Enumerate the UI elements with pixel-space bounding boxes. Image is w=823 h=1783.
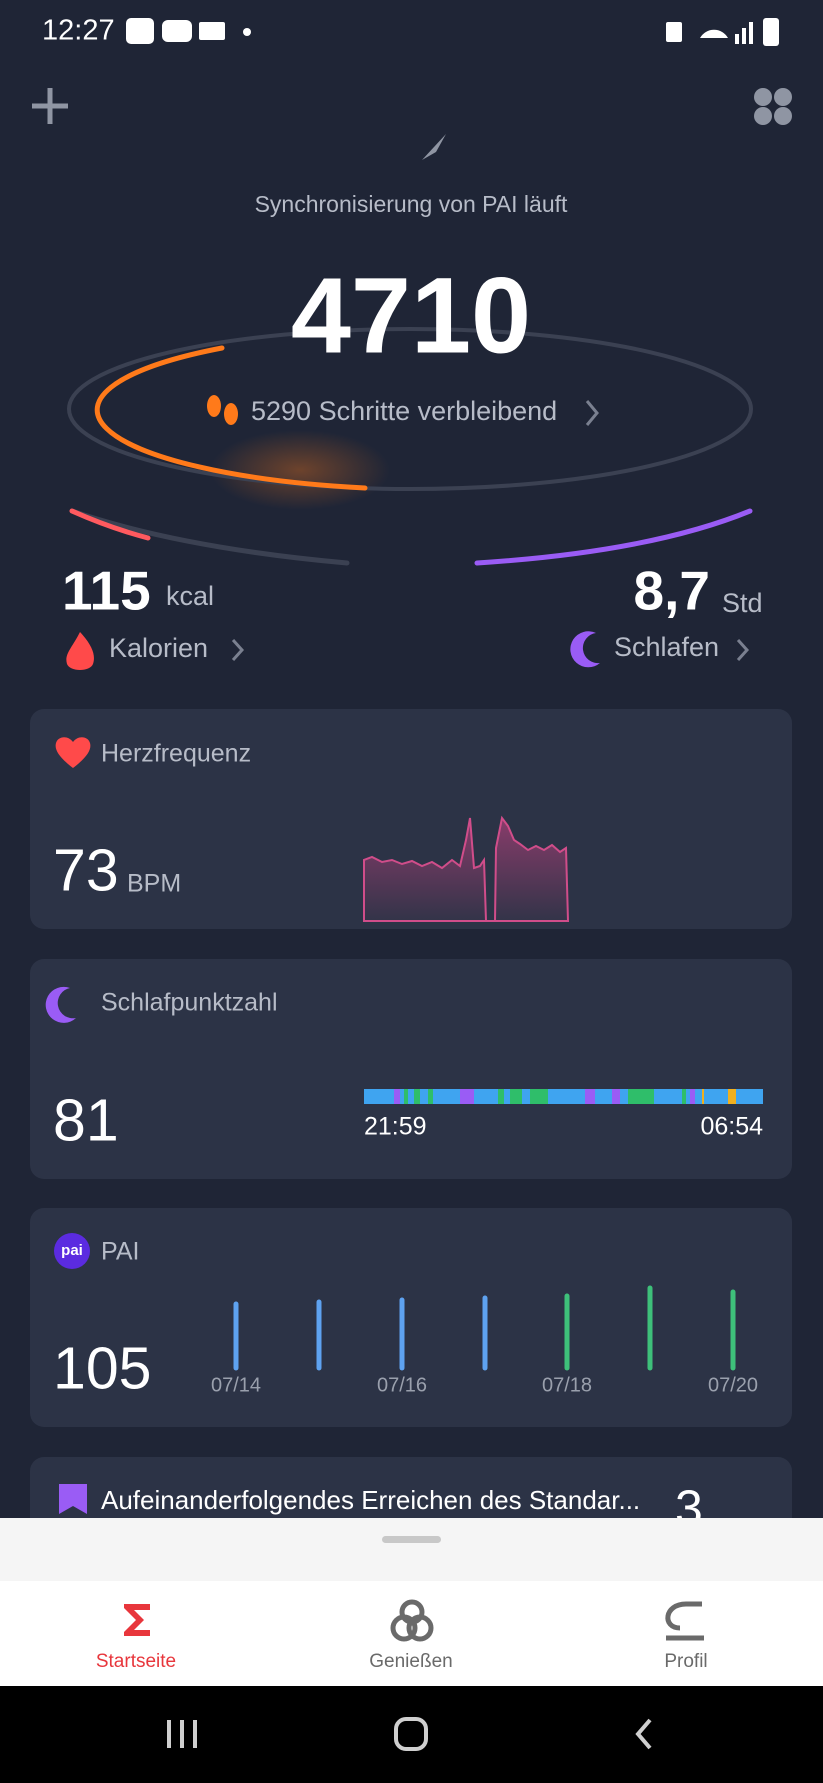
pai-icon [54,1233,90,1269]
system-nav [0,1686,823,1783]
heart-card[interactable] [30,709,792,929]
calorie-value: 115 [62,560,151,622]
steps-count: 4710 [291,255,531,376]
sync-icon [422,134,446,160]
status-dot [243,28,251,36]
discover-icon[interactable] [390,1599,434,1642]
sleep-progress [474,508,753,566]
pai-date: 07/18 [542,1374,592,1396]
add-button[interactable] [32,88,68,124]
status-time: 12:27 [42,15,115,47]
calorie-label[interactable]: Kalorien [109,633,208,663]
sleep-end: 06:54 [700,1113,763,1141]
steps-remaining: 5290 Schritte verbleibend [251,396,557,426]
pai-bars [233,1285,736,1371]
nav-discover[interactable]: Genießen [369,1651,452,1672]
sleep-label[interactable]: Schlafen [614,632,719,662]
sleep-score-value: 81 [53,1088,119,1154]
heart-value: 73 [53,838,119,904]
chevron [585,400,599,426]
sleep-unit: Std [722,588,763,618]
steps-progress [94,345,368,491]
pai-title: PAI [101,1238,139,1266]
sheet-handle[interactable] [382,1536,441,1543]
pai-icon-text: pai [61,1242,83,1259]
status-icon [162,20,192,42]
sleep-value: 8,7 [634,560,710,622]
sleep-start: 21:59 [364,1113,427,1141]
home-icon[interactable] [124,1604,150,1636]
flame-icon [66,632,94,670]
badge-icon [59,1484,87,1514]
calorie-track [69,508,350,566]
calorie-unit: kcal [166,581,214,611]
ring-track [67,327,753,491]
system-buttons[interactable] [167,1717,652,1751]
moon-icon [45,986,76,1023]
heart-unit: BPM [127,870,181,898]
pai-card[interactable] [30,1208,792,1427]
sleep-score-title: Schlafpunktzahl [101,989,278,1017]
calorie-progress [69,508,151,541]
pai-date: 07/20 [708,1374,758,1396]
menu-button[interactable] [754,88,792,125]
sleep-stage-bar [364,1089,763,1104]
heart-title: Herzfrequenz [101,740,251,768]
sync-text: Synchronisierung von PAI läuft [255,191,568,217]
streak-title: Aufeinanderfolgendes Erreichen des Stand… [101,1485,640,1515]
footprint-icon [207,395,238,425]
heart-icon [55,737,91,768]
nav-home[interactable]: Startseite [96,1651,176,1672]
chevron [231,638,245,662]
pai-value: 105 [53,1336,151,1402]
status-icon [126,18,154,44]
sleep-card[interactable] [30,959,792,1179]
pai-date: 07/14 [211,1374,261,1396]
heart-sparkline [363,815,570,922]
pai-date: 07/16 [377,1374,427,1396]
status-icon [199,22,225,40]
ring-glow [210,430,390,510]
profile-icon[interactable] [665,1601,704,1641]
nav-profile[interactable]: Profil [664,1651,707,1672]
status-right-icons [666,18,779,46]
moon-icon [570,631,600,668]
chevron [736,638,750,662]
